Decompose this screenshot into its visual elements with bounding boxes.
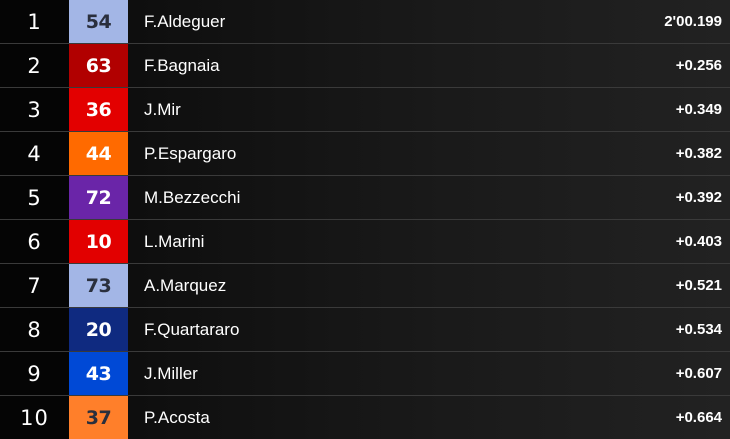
rider-number-badge: 54 [69,0,128,43]
rider-name: A.Marquez [144,275,227,295]
rider-name: J.Mir [144,99,181,119]
position: 3 [27,97,42,122]
lap-time: 2'00.199 [664,13,722,30]
result-row: 2 63 F.Bagnaia +0.256 [0,44,730,88]
position: 1 [27,9,42,34]
result-row: 7 73 A.Marquez +0.521 [0,264,730,308]
rider-number-badge: 72 [69,176,128,219]
rider-name: P.Espargaro [144,143,237,163]
lap-time: +0.382 [675,145,722,162]
rider-name: F.Aldeguer [144,11,226,31]
lap-time: +0.256 [675,57,722,74]
position: 6 [27,229,42,254]
rider-number-badge: 43 [69,352,128,395]
position: 5 [27,185,42,210]
lap-time: +0.392 [675,189,722,206]
position: 9 [27,361,42,386]
rider-name: M.Bezzecchi [144,187,241,207]
result-row: 4 44 P.Espargaro +0.382 [0,132,730,176]
rider-number-badge: 73 [69,264,128,307]
position: 4 [27,141,42,166]
rider-number-badge: 44 [69,132,128,175]
rider-name: F.Quartararo [144,319,240,339]
lap-time: +0.534 [675,321,722,338]
rider-number-badge: 10 [69,220,128,263]
lap-time: +0.403 [675,233,722,250]
rider-number-badge: 37 [69,396,128,439]
rider-number-badge: 36 [69,88,128,131]
result-row: 6 10 L.Marini +0.403 [0,220,730,264]
rider-number-badge: 63 [69,44,128,87]
result-row: 5 72 M.Bezzecchi +0.392 [0,176,730,220]
lap-time: +0.349 [675,101,722,118]
position: 8 [27,317,42,342]
rider-name: F.Bagnaia [144,55,220,75]
lap-time: +0.521 [675,277,722,294]
position: 2 [27,53,42,78]
result-row: 10 37 P.Acosta +0.664 [0,396,730,439]
rider-name: L.Marini [144,231,205,251]
rider-name: J.Miller [144,363,198,383]
lap-time: +0.664 [675,409,722,426]
result-row: 1 54 F.Aldeguer 2'00.199 [0,0,730,44]
position: 10 [20,405,49,430]
rider-number-badge: 20 [69,308,128,351]
result-row: 9 43 J.Miller +0.607 [0,352,730,396]
result-row: 3 36 J.Mir +0.349 [0,88,730,132]
result-row: 8 20 F.Quartararo +0.534 [0,308,730,352]
rider-name: P.Acosta [144,407,210,427]
position: 7 [27,273,42,298]
lap-time: +0.607 [675,365,722,382]
